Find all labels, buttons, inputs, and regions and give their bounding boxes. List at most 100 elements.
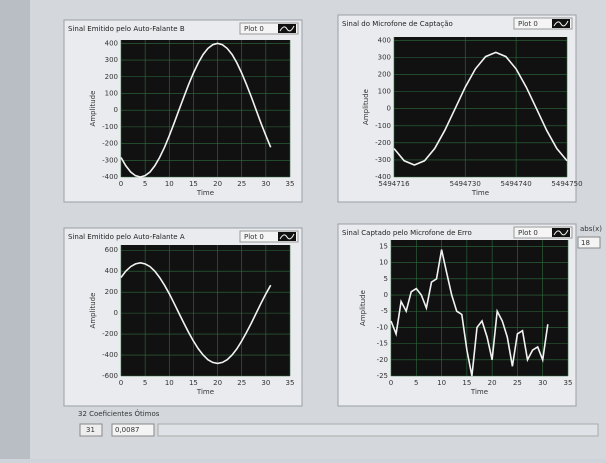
legend-line xyxy=(553,20,569,27)
y-tick-label: -25 xyxy=(377,372,388,380)
legend-label: Plot 0 xyxy=(518,20,538,28)
x-tick-label: 5 xyxy=(143,379,147,387)
array-empty-elements xyxy=(157,423,599,437)
y-tick-label: 400 xyxy=(105,267,118,275)
y-tick-label: -400 xyxy=(102,351,118,359)
x-tick-label: 20 xyxy=(213,379,222,387)
y-tick-label: -10 xyxy=(377,323,388,331)
array-value: 0,0087 xyxy=(115,426,140,434)
x-axis-label: Time xyxy=(471,189,489,197)
y-tick-label: -20 xyxy=(377,356,388,364)
x-tick-label: 25 xyxy=(513,379,522,387)
data-line xyxy=(120,261,272,365)
x-tick-label: 10 xyxy=(165,379,174,387)
y-tick-label: 200 xyxy=(378,71,391,79)
y-tick-label: 300 xyxy=(378,53,391,61)
y-tick-label: 300 xyxy=(105,56,118,64)
x-tick-label: 5494750 xyxy=(551,180,582,188)
y-tick-label: -200 xyxy=(375,139,391,147)
x-tick-label: 10 xyxy=(165,180,174,188)
x-tick-label: 10 xyxy=(437,379,446,387)
graph-title: Sinal Emitido pelo Auto-Falante B xyxy=(68,25,185,33)
x-axis-label: Time xyxy=(470,388,488,396)
x-tick-label: 35 xyxy=(564,379,573,387)
legend-line xyxy=(279,25,295,32)
y-axis-label: Amplitude xyxy=(89,293,97,329)
y-tick-label: 5 xyxy=(384,275,388,283)
legend-label: Plot 0 xyxy=(518,229,538,237)
x-tick-label: 15 xyxy=(189,379,198,387)
y-tick-label: -400 xyxy=(375,173,391,181)
y-axis-label: Amplitude xyxy=(89,91,97,127)
legend-line xyxy=(553,229,569,236)
indicator-box xyxy=(577,236,601,249)
y-tick-label: -600 xyxy=(102,372,118,380)
x-tick-label: 15 xyxy=(189,180,198,188)
array-index-box[interactable] xyxy=(79,423,103,437)
y-tick-label: 0 xyxy=(384,291,388,299)
x-tick-label: 15 xyxy=(462,379,471,387)
x-tick-label: 35 xyxy=(286,180,295,188)
indicator-label: abs(x) xyxy=(580,225,602,233)
y-tick-label: 100 xyxy=(105,89,118,97)
array-element-box[interactable] xyxy=(111,423,155,437)
array-label: 32 Coeficientes Ótimos xyxy=(78,409,160,418)
legend-label: Plot 0 xyxy=(244,25,264,33)
x-tick-label: 5 xyxy=(143,180,147,188)
x-tick-label: 25 xyxy=(237,180,246,188)
data-line xyxy=(120,42,272,178)
y-tick-label: 0 xyxy=(387,105,391,113)
x-axis-label: Time xyxy=(196,189,214,197)
x-axis-label: Time xyxy=(196,388,214,396)
x-tick-label: 5494740 xyxy=(501,180,532,188)
y-tick-label: 0 xyxy=(114,106,118,114)
y-tick-label: -300 xyxy=(102,156,118,164)
plot-area xyxy=(121,40,290,177)
array-index: 31 xyxy=(86,426,95,434)
x-tick-label: 5494730 xyxy=(450,180,481,188)
x-tick-label: 0 xyxy=(119,180,123,188)
graph-title: Sinal Emitido pelo Auto-Falante A xyxy=(68,233,185,241)
y-tick-label: -200 xyxy=(102,330,118,338)
y-tick-label: -100 xyxy=(102,123,118,131)
y-tick-label: 600 xyxy=(105,246,118,254)
graph-title: Sinal Captado pelo Microfone de Erro xyxy=(342,229,472,237)
legend-box[interactable] xyxy=(239,230,299,243)
x-tick-label: 25 xyxy=(237,379,246,387)
indicator-value: 18 xyxy=(581,239,590,247)
legend-box[interactable] xyxy=(513,226,573,239)
legend-box[interactable] xyxy=(513,17,573,30)
y-tick-label: 10 xyxy=(379,259,388,267)
data-line xyxy=(393,51,568,166)
y-tick-label: -15 xyxy=(377,340,388,348)
y-axis-label: Amplitude xyxy=(359,290,367,326)
legend-box[interactable] xyxy=(239,22,299,35)
data-line xyxy=(390,249,549,377)
x-tick-label: 30 xyxy=(538,379,547,387)
x-tick-label: 35 xyxy=(286,379,295,387)
y-tick-label: 200 xyxy=(105,288,118,296)
y-axis-label: Amplitude xyxy=(362,89,370,125)
x-tick-label: 5 xyxy=(414,379,418,387)
x-tick-label: 20 xyxy=(488,379,497,387)
x-tick-label: 0 xyxy=(389,379,393,387)
plot-area xyxy=(394,37,567,177)
x-tick-label: 30 xyxy=(261,379,270,387)
y-tick-label: 15 xyxy=(379,242,388,250)
left-edge xyxy=(0,0,30,459)
y-tick-label: -5 xyxy=(381,307,388,315)
x-tick-label: 30 xyxy=(261,180,270,188)
y-tick-label: 200 xyxy=(105,73,118,81)
y-tick-label: -400 xyxy=(102,173,118,181)
graph-title: Sinal do Microfone de Captação xyxy=(342,20,453,28)
legend-label: Plot 0 xyxy=(244,233,264,241)
y-tick-label: 100 xyxy=(378,88,391,96)
y-tick-label: -300 xyxy=(375,156,391,164)
legend-line xyxy=(279,233,295,240)
y-tick-label: -200 xyxy=(102,140,118,148)
y-tick-label: -100 xyxy=(375,122,391,130)
y-tick-label: 400 xyxy=(378,36,391,44)
y-tick-label: 400 xyxy=(105,39,118,47)
y-tick-label: 0 xyxy=(114,309,118,317)
